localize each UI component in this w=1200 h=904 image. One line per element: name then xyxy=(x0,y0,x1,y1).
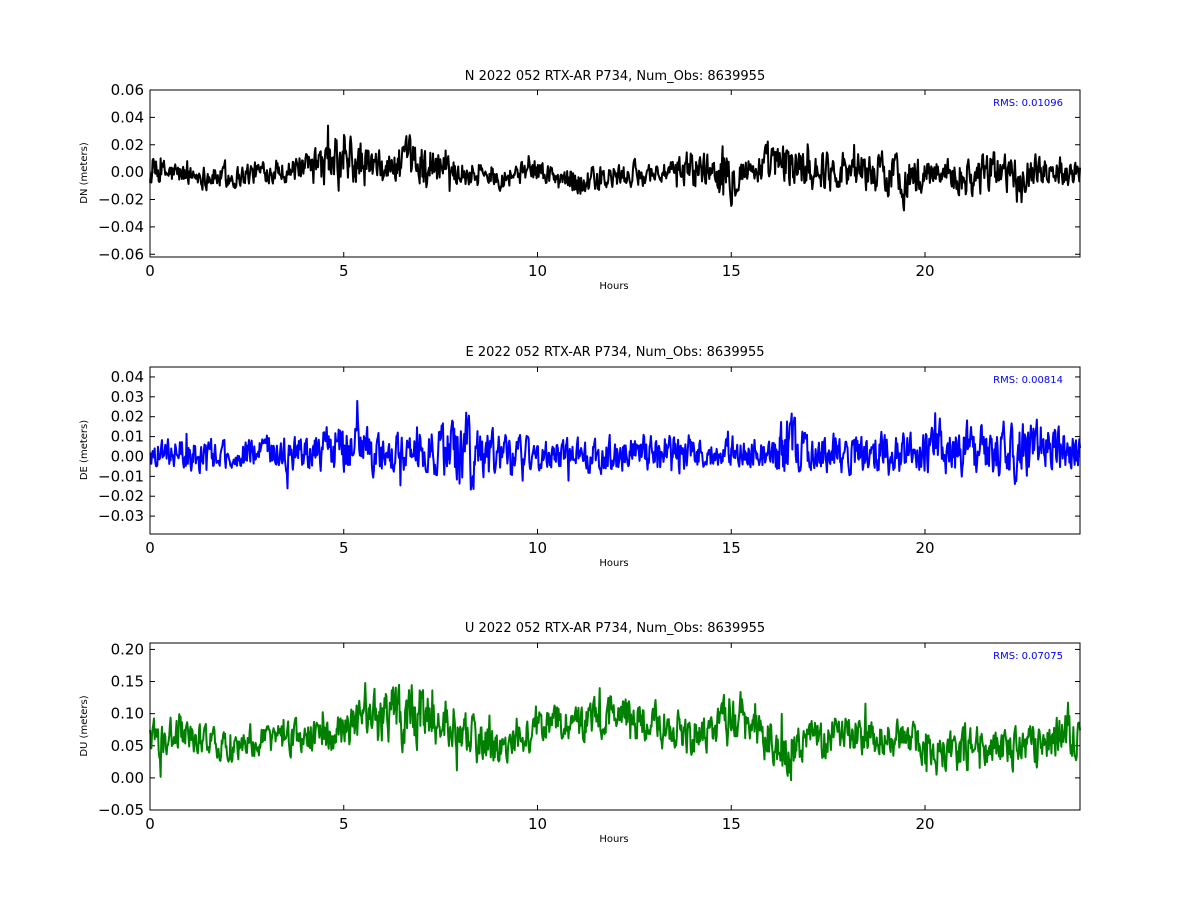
y-tick-label: 0.06 xyxy=(111,81,144,99)
chart-title: N 2022 052 RTX-AR P734, Num_Obs: 8639955 xyxy=(465,69,765,84)
y-tick-label: −0.05 xyxy=(98,801,144,819)
x-tick-label: 20 xyxy=(915,262,934,280)
y-tick-label: 0.02 xyxy=(111,136,144,154)
x-tick-label: 0 xyxy=(145,262,155,280)
y-axis-label: DN (meters) xyxy=(79,142,90,204)
y-tick-label: 0.03 xyxy=(111,388,144,406)
x-tick-label: 5 xyxy=(339,262,349,280)
rms-annotation: RMS: 0.01096 xyxy=(993,98,1063,109)
y-tick-label: 0.04 xyxy=(111,108,144,126)
x-tick-label: 15 xyxy=(722,262,741,280)
x-axis-label: Hours xyxy=(599,281,628,292)
y-tick-label: −0.06 xyxy=(98,245,144,263)
y-tick-label: 0.04 xyxy=(111,368,144,386)
y-tick-label: 0.00 xyxy=(111,163,144,181)
x-tick-label: 20 xyxy=(915,539,934,557)
y-tick-label: 0.05 xyxy=(111,737,144,755)
x-tick-label: 10 xyxy=(528,262,547,280)
y-tick-label: −0.01 xyxy=(98,467,144,485)
series-line xyxy=(149,399,1081,491)
x-axis-label: Hours xyxy=(599,834,628,845)
y-tick-label: 0.00 xyxy=(111,769,144,787)
x-tick-label: 15 xyxy=(722,815,741,833)
x-tick-label: 0 xyxy=(145,539,155,557)
panel-east: E 2022 052 RTX-AR P734, Num_Obs: 8639955… xyxy=(79,345,1081,569)
plot-frame xyxy=(149,642,1081,811)
y-tick-label: 0.01 xyxy=(111,428,144,446)
y-tick-label: 0.02 xyxy=(111,408,144,426)
plot-frame xyxy=(149,366,1081,535)
y-tick-label: 0.20 xyxy=(111,640,144,658)
y-tick-label: −0.04 xyxy=(98,218,144,236)
x-tick-label: 10 xyxy=(528,815,547,833)
rms-annotation: RMS: 0.07075 xyxy=(993,651,1063,662)
series-line xyxy=(149,124,1081,212)
x-tick-label: 5 xyxy=(339,539,349,557)
y-axis-label: DE (meters) xyxy=(79,420,90,480)
series-line xyxy=(149,682,1081,782)
x-tick-label: 15 xyxy=(722,539,741,557)
data-series xyxy=(149,399,1081,491)
axis-ticks: 0 5 10 15 20 −0.06 −0.04 −0.02 0.00 0.02 0.04 0.06 xyxy=(98,81,1080,280)
panel-up: U 2022 052 RTX-AR P734, Num_Obs: 8639955… xyxy=(79,621,1081,845)
x-tick-label: 20 xyxy=(915,815,934,833)
y-tick-label: 0.15 xyxy=(111,673,144,691)
data-series xyxy=(149,682,1081,782)
y-tick-label: −0.03 xyxy=(98,507,144,525)
axis-ticks: 0 5 10 15 20 −0.03 −0.02 −0.01 0.000.01 0.02 0.03 0… xyxy=(98,367,1080,557)
x-tick-label: 10 xyxy=(528,539,547,557)
chart-title: E 2022 052 RTX-AR P734, Num_Obs: 8639955 xyxy=(466,345,765,360)
panel-north: N 2022 052 RTX-AR P734, Num_Obs: 8639955… xyxy=(79,69,1081,292)
x-axis-label: Hours xyxy=(599,558,628,569)
chart-title: U 2022 052 RTX-AR P734, Num_Obs: 8639955 xyxy=(465,621,765,636)
y-tick-label: −0.02 xyxy=(98,191,144,209)
data-series xyxy=(149,124,1081,212)
y-tick-label: −0.02 xyxy=(98,487,144,505)
x-tick-label: 5 xyxy=(339,815,349,833)
y-tick-label: 0.10 xyxy=(111,705,144,723)
x-tick-label: 0 xyxy=(145,815,155,833)
plot-frame xyxy=(149,89,1081,258)
rms-annotation: RMS: 0.00814 xyxy=(993,375,1063,386)
y-tick-label: 0.00 xyxy=(111,447,144,465)
y-axis-label: DU (meters) xyxy=(79,695,90,756)
